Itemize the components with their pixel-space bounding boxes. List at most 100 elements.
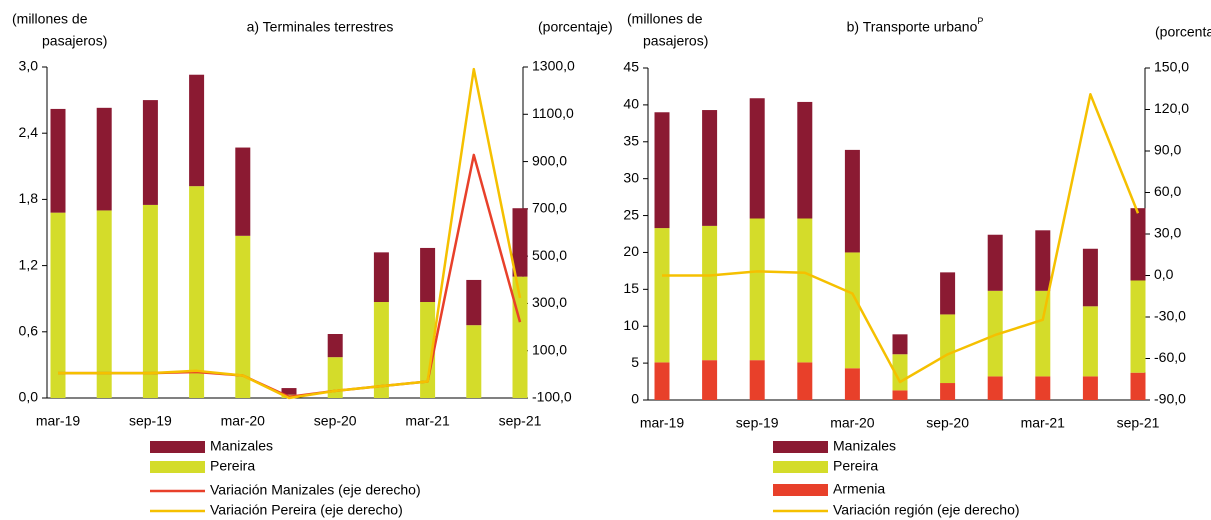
y-tick-label: 1,2 [19, 256, 39, 272]
bar [1130, 280, 1146, 373]
bar [1082, 306, 1098, 377]
bar [797, 101, 813, 219]
bar [654, 228, 670, 363]
legend-swatch [773, 461, 828, 473]
y-tick-label: 40 [623, 96, 639, 112]
x-tick-label: mar-19 [640, 415, 685, 431]
legend-swatch [773, 484, 828, 496]
bar [797, 362, 813, 400]
bar [892, 390, 908, 400]
bar [189, 74, 205, 187]
y-tick-label: 35 [623, 132, 639, 148]
bar [844, 252, 860, 369]
x-tick-label: sep-21 [1117, 415, 1160, 431]
legend-label: Manizales [833, 438, 896, 454]
legend-swatch [150, 441, 205, 453]
x-tick-label: sep-21 [499, 413, 542, 429]
bar [189, 186, 205, 398]
line-series [662, 93, 1140, 384]
bar [892, 354, 908, 391]
bar [327, 357, 343, 398]
y2-tick-label: 60,0 [1154, 183, 1181, 199]
y-tick-label: 0,6 [19, 323, 39, 339]
y2-tick-label: 700,0 [532, 200, 567, 216]
y-tick-label: 45 [623, 59, 639, 75]
y2-tick-label: 500,0 [532, 247, 567, 263]
bar [466, 325, 482, 398]
bar [702, 110, 718, 226]
legend-label: Variación región (eje derecho) [833, 502, 1020, 518]
y-axis-label: pasajeros) [643, 33, 708, 49]
bar [420, 302, 436, 398]
bar [702, 360, 718, 400]
bar [654, 112, 670, 229]
y-axis-label: (millones de [12, 11, 88, 27]
bar [1035, 290, 1051, 377]
y2-tick-label: -30,0 [1154, 308, 1186, 324]
bar [749, 218, 765, 361]
legend-label: Armenia [833, 481, 885, 497]
bar [654, 362, 670, 400]
line-series [58, 153, 522, 399]
bar [940, 272, 956, 315]
y-tick-label: 30 [623, 169, 639, 185]
bar [327, 334, 343, 358]
y2-tick-label: 100,0 [532, 341, 567, 357]
y-tick-label: 15 [623, 280, 639, 296]
y-tick-label: 0 [631, 391, 639, 407]
x-tick-label: mar-20 [221, 413, 266, 429]
bar [235, 235, 251, 398]
bar [1035, 376, 1051, 400]
bar [281, 388, 297, 395]
bar [420, 247, 436, 303]
y2-tick-label: 120,0 [1154, 100, 1189, 116]
bar [373, 252, 389, 303]
y2-tick-label: 900,0 [532, 152, 567, 168]
bar [987, 376, 1003, 400]
bar [1082, 376, 1098, 400]
bar [373, 302, 389, 398]
chart-title: b) Transporte urbanoP [847, 16, 984, 34]
bar [96, 210, 112, 398]
y-axis-label: pasajeros) [42, 33, 107, 49]
y-tick-label: 1,8 [19, 190, 39, 206]
bar [987, 234, 1003, 291]
bar [892, 334, 908, 355]
y2-tick-label: 1300,0 [532, 58, 575, 74]
bar [235, 147, 251, 236]
chart-title: a) Terminales terrestres [247, 19, 394, 35]
legend-label: Variación Manizales (eje derecho) [210, 482, 421, 498]
y2-tick-label: 150,0 [1154, 59, 1189, 75]
bar [797, 218, 813, 363]
y-tick-label: 5 [631, 354, 639, 370]
bar [702, 225, 718, 361]
legend-label: Pereira [833, 458, 878, 474]
line-series [58, 67, 522, 400]
legend-label: Variación Pereira (eje derecho) [210, 502, 403, 518]
y2-axis-label: (porcentaje) [538, 19, 613, 35]
bar [749, 360, 765, 400]
x-tick-label: mar-21 [405, 413, 450, 429]
bar [1035, 230, 1051, 291]
x-tick-label: mar-21 [1021, 415, 1066, 431]
legend-swatch [773, 441, 828, 453]
bar [466, 279, 482, 326]
bar [940, 383, 956, 400]
y-tick-label: 0,0 [19, 389, 39, 405]
bar [987, 290, 1003, 377]
y2-tick-label: -100,0 [532, 389, 572, 405]
bar [142, 100, 158, 205]
title-superscript: P [977, 16, 983, 26]
y2-tick-label: -60,0 [1154, 349, 1186, 365]
legend-label: Pereira [210, 458, 255, 474]
y-axis-label: (millones de [627, 11, 703, 27]
bar [96, 107, 112, 211]
bar [1130, 208, 1146, 281]
x-tick-label: mar-20 [830, 415, 875, 431]
y-tick-label: 10 [623, 317, 639, 333]
bar [1082, 248, 1098, 307]
bar [1130, 372, 1146, 400]
legend-swatch [150, 461, 205, 473]
y2-tick-label: 300,0 [532, 294, 567, 310]
